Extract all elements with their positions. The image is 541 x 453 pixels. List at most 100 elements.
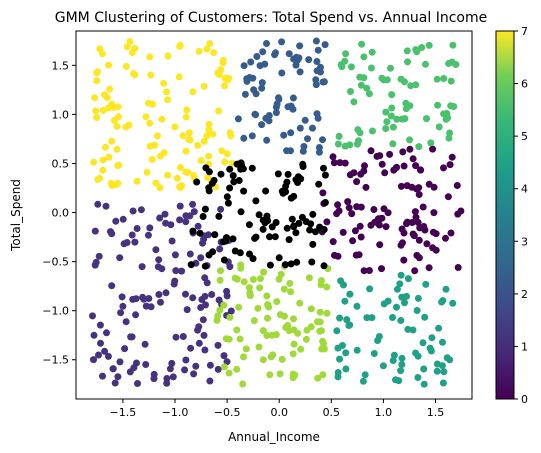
data-point — [161, 210, 169, 218]
data-point — [225, 74, 233, 82]
data-point — [299, 160, 307, 168]
data-point — [338, 342, 346, 349]
data-point — [273, 298, 281, 306]
data-point — [408, 183, 416, 191]
data-point — [404, 325, 412, 333]
data-point — [182, 356, 190, 364]
data-point — [190, 208, 198, 216]
data-point — [204, 174, 212, 181]
data-point — [293, 258, 301, 266]
data-point — [398, 354, 406, 362]
data-point — [118, 293, 126, 301]
data-point — [367, 64, 375, 72]
data-point — [450, 103, 458, 110]
data-point — [237, 159, 245, 167]
data-point — [108, 137, 116, 145]
data-point — [266, 261, 274, 269]
data-point — [185, 136, 193, 144]
data-point — [141, 340, 149, 348]
data-point — [336, 355, 344, 363]
data-point — [95, 351, 102, 359]
data-point — [400, 162, 408, 170]
data-point — [360, 267, 368, 275]
data-point — [219, 59, 227, 67]
y-tick-label: 0.0 — [52, 207, 70, 220]
data-point — [423, 115, 430, 123]
data-point — [378, 214, 386, 222]
data-point — [96, 321, 104, 329]
data-point — [316, 223, 324, 231]
data-point — [243, 77, 251, 85]
data-point — [111, 379, 119, 387]
data-point — [447, 229, 455, 237]
data-point — [308, 258, 316, 266]
data-point — [176, 43, 184, 50]
data-point — [390, 351, 398, 359]
data-point — [189, 227, 197, 235]
y-tick-label: −1.5 — [42, 354, 69, 367]
data-point — [334, 201, 342, 209]
data-point — [413, 251, 421, 259]
data-point — [342, 50, 350, 58]
data-point — [126, 38, 134, 45]
data-point — [422, 60, 429, 68]
data-point — [133, 177, 141, 185]
x-tick-label: 1.5 — [427, 406, 445, 419]
data-point — [201, 346, 209, 354]
data-point — [412, 162, 420, 170]
data-point — [195, 339, 203, 347]
data-point — [220, 256, 228, 264]
data-point — [435, 123, 443, 131]
data-point — [254, 304, 262, 312]
data-point — [449, 41, 457, 49]
data-point — [252, 111, 260, 119]
data-point — [251, 234, 259, 242]
data-point — [309, 124, 316, 132]
data-point — [109, 365, 117, 373]
data-point — [445, 134, 453, 142]
data-point — [92, 107, 100, 115]
data-point — [158, 115, 166, 123]
data-point — [388, 104, 396, 112]
data-point — [182, 147, 190, 155]
data-point — [440, 110, 448, 118]
data-point — [176, 216, 184, 224]
data-point — [220, 352, 228, 360]
data-point — [289, 350, 297, 358]
data-point — [216, 245, 224, 253]
data-point — [189, 200, 197, 208]
data-point — [246, 292, 254, 300]
data-point — [248, 132, 256, 140]
data-point — [92, 258, 100, 266]
data-point — [428, 334, 436, 342]
points-layer — [89, 37, 465, 388]
data-point — [446, 161, 454, 169]
data-point — [390, 166, 398, 174]
data-point — [307, 220, 315, 228]
data-point — [148, 156, 156, 163]
data-point — [368, 48, 376, 56]
data-point — [101, 347, 109, 355]
data-point — [446, 129, 454, 137]
data-point — [231, 274, 239, 282]
data-point — [263, 40, 270, 47]
data-point — [362, 183, 370, 191]
data-point — [354, 126, 362, 134]
data-point — [155, 291, 163, 298]
data-point — [435, 324, 443, 332]
data-point — [341, 297, 349, 305]
data-point — [353, 346, 361, 354]
data-point — [361, 371, 369, 379]
data-point — [261, 219, 269, 227]
data-point — [314, 46, 322, 54]
data-point — [264, 314, 271, 322]
x-axis-label: Annual_Income — [228, 430, 320, 444]
data-point — [217, 170, 225, 178]
data-point — [169, 373, 177, 381]
data-point — [287, 129, 295, 137]
data-point — [196, 229, 204, 237]
data-point — [142, 302, 150, 310]
data-point — [346, 141, 354, 149]
data-point — [282, 324, 290, 331]
data-point — [393, 115, 401, 123]
